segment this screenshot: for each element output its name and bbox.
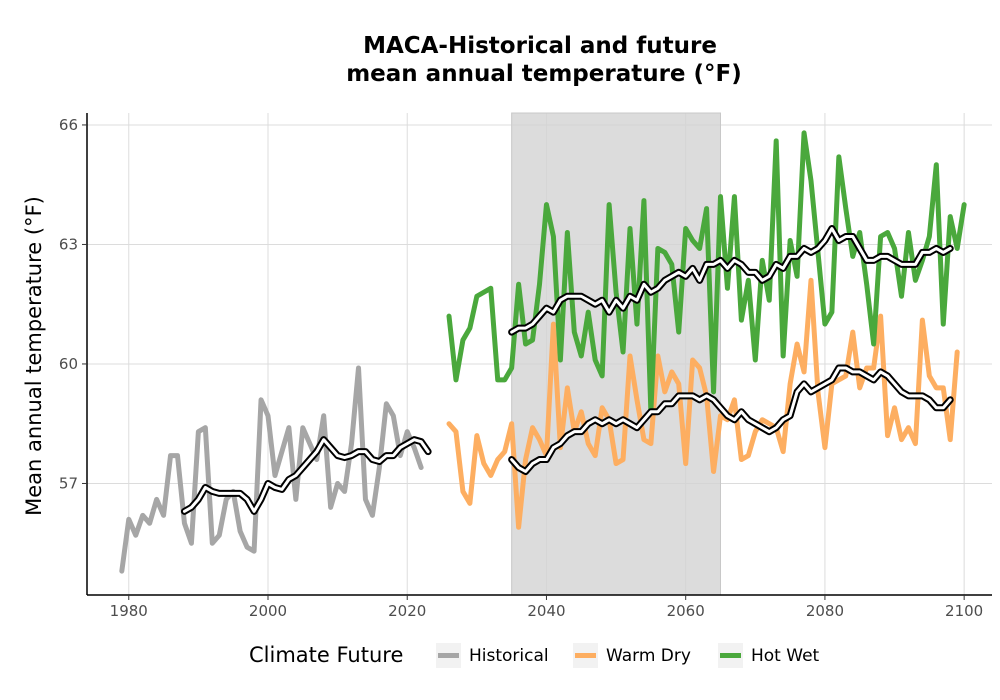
x-tick-label-1980: 1980: [110, 602, 148, 620]
historical-smoothed-line: [182, 438, 430, 513]
y-tick-label-60: 60: [59, 355, 78, 373]
chart-title-line-2: mean annual temperature (°F): [346, 61, 742, 87]
y-axis-label: Mean annual temperature (°F): [22, 196, 46, 516]
warm-dry-smoothed-line: [510, 366, 952, 474]
y-tick-label-57: 57: [59, 474, 78, 492]
reference-period-shading: [511, 112, 721, 596]
series-lines: [119, 130, 967, 574]
hot-wet-smoothed-line: [510, 227, 952, 334]
x-tick-label-2040: 2040: [527, 602, 565, 620]
legend-label-warm-dry: Warm Dry: [606, 646, 691, 666]
chart-title-line-1: MACA-Historical and future: [363, 33, 717, 59]
legend-label-hot-wet: Hot Wet: [751, 646, 820, 666]
x-axis-ticks: 1980 2000 2020 2040 2060 2080 2100: [110, 595, 983, 620]
x-tick-label-2060: 2060: [667, 602, 705, 620]
historical-smoothed-outline: [180, 436, 432, 515]
x-tick-label-2000: 2000: [249, 602, 287, 620]
y-axis-ticks: 57 60 63 66: [59, 116, 87, 492]
legend-label-historical: Historical: [469, 646, 549, 666]
x-tick-label-2100: 2100: [945, 602, 983, 620]
historical-line: [119, 365, 424, 574]
x-tick-label-2020: 2020: [388, 602, 426, 620]
axes: [86, 113, 992, 596]
warm-dry-line: [446, 277, 960, 530]
x-tick-label-2080: 2080: [806, 602, 844, 620]
y-tick-label-63: 63: [59, 235, 78, 253]
legend-title: Climate Future: [249, 643, 403, 667]
y-tick-label-66: 66: [59, 116, 78, 134]
legend: Climate Future Historical Warm Dry Hot Wet: [249, 643, 820, 668]
